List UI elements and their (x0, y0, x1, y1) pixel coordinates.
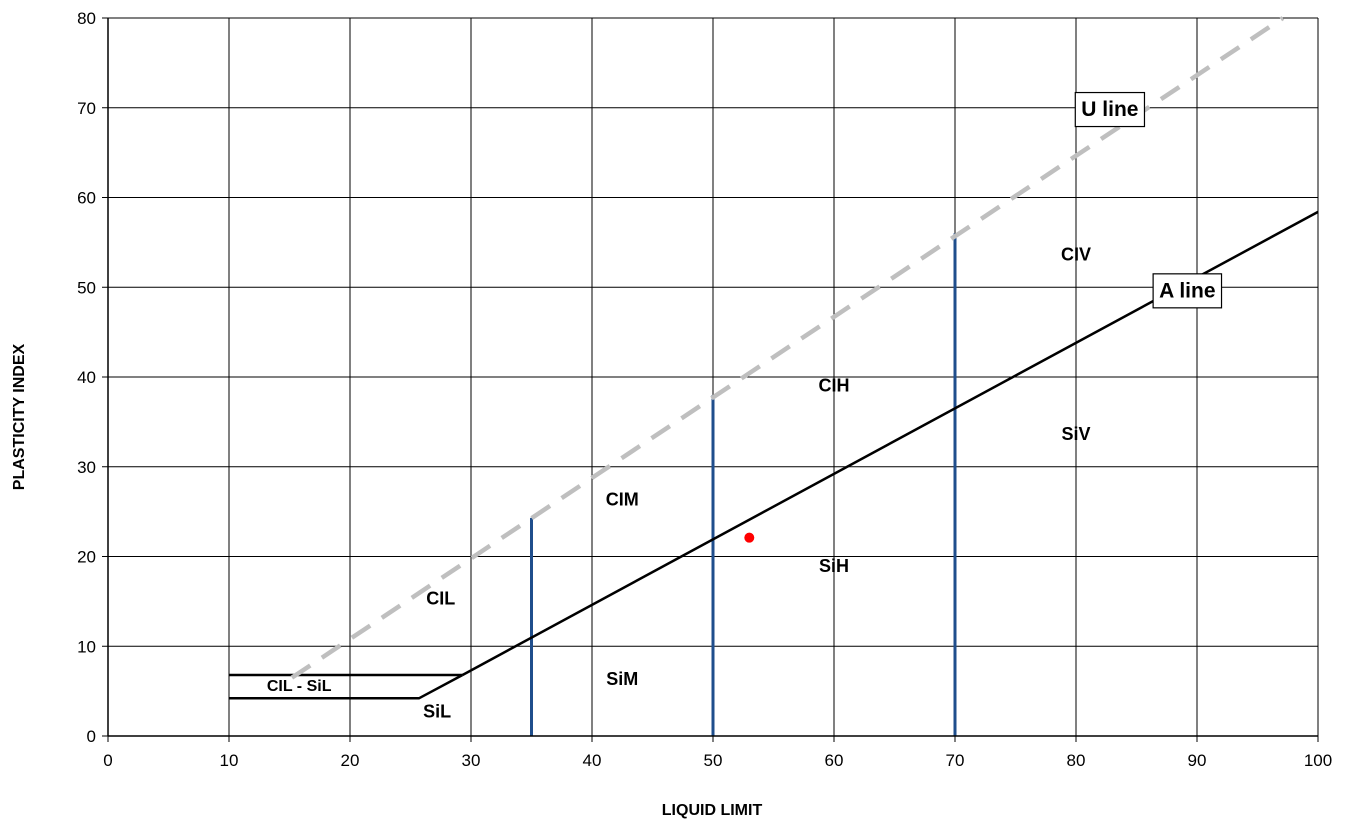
y-tick-label: 70 (77, 99, 96, 118)
y-tick-label: 60 (77, 189, 96, 208)
callout-box (1074, 91, 1146, 128)
y-tick-label: 30 (77, 458, 96, 477)
y-tick-label: 10 (77, 637, 96, 656)
zone-label: CIM (606, 490, 639, 510)
zone-label: SiL (423, 701, 451, 721)
y-tick-label: 20 (77, 548, 96, 567)
line-callouts: U line A line (1074, 91, 1223, 309)
callout-u-line: U line (1074, 91, 1146, 128)
data-points (743, 531, 756, 544)
tick-labels: 0 10 20 30 40 50 60 70 80 90 100 0 10 20 30 40 50 60 70 80 (77, 9, 1332, 770)
zone-label: SiH (819, 556, 849, 576)
x-tick-label: 40 (583, 751, 602, 770)
zone-label: CIH (819, 376, 850, 396)
y-tick-label: 80 (77, 9, 96, 28)
zone-label: CIV (1061, 245, 1091, 265)
zone-boundaries (229, 233, 957, 736)
x-tick-label: 100 (1304, 751, 1332, 770)
zone-label: CIL - SiL (267, 678, 332, 695)
callout-box (1152, 273, 1223, 309)
zone-labels: CIL - SiL SiL CIL CIM SiM CIH SiH CIV SiV (267, 245, 1091, 722)
x-tick-label: 80 (1067, 751, 1086, 770)
zone-boundary-line (229, 673, 464, 700)
zone-label: SiM (606, 669, 638, 689)
x-tick-label: 10 (220, 751, 239, 770)
y-tick-label: 50 (77, 278, 96, 297)
sample-point (743, 531, 756, 544)
callout-label: A line (1159, 279, 1215, 302)
x-tick-label: 0 (103, 751, 112, 770)
u-line-series (290, 16, 1285, 680)
y-tick-label: 0 (87, 727, 96, 746)
x-tick-label: 20 (341, 751, 360, 770)
axes (102, 17, 1319, 742)
x-tick-label: 70 (946, 751, 965, 770)
x-axis-title: LIQUID LIMIT (662, 802, 763, 819)
zone-label: CIL (426, 588, 455, 608)
y-tick-label: 40 (77, 368, 96, 387)
callout-a-line: A line (1152, 273, 1223, 309)
x-tick-label: 90 (1188, 751, 1207, 770)
callout-label: U line (1081, 98, 1138, 121)
x-tick-label: 50 (704, 751, 723, 770)
y-axis-title: PLASTICITY INDEX (11, 343, 28, 490)
x-tick-label: 60 (825, 751, 844, 770)
x-tick-label: 30 (462, 751, 481, 770)
zone-label: SiV (1061, 424, 1090, 444)
series-lines (290, 16, 1319, 680)
